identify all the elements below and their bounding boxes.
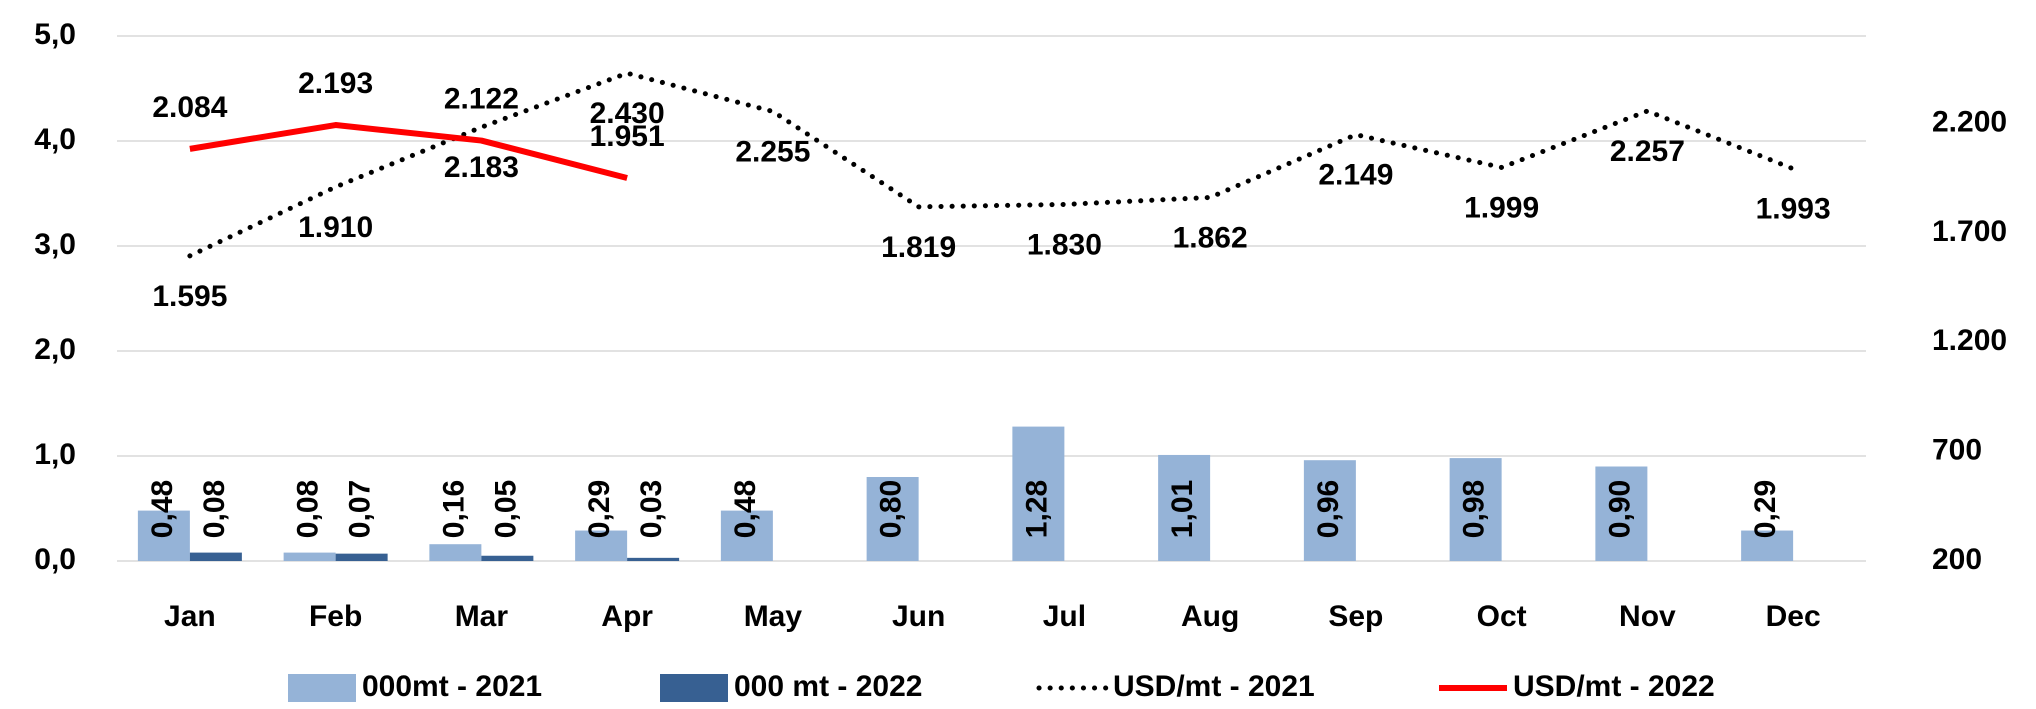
bar-value-label: 0,29 bbox=[1749, 480, 1782, 538]
y2-tick-label: 700 bbox=[1932, 434, 1982, 467]
bar-value-label: 0,80 bbox=[875, 480, 908, 538]
bar bbox=[866, 477, 919, 561]
legend-swatch bbox=[660, 674, 728, 702]
y-tick-label: 0,0 bbox=[34, 543, 76, 576]
legend-swatch bbox=[288, 674, 356, 702]
x-tick-label: Jun bbox=[892, 600, 945, 633]
line-value-label: 1.595 bbox=[152, 280, 227, 313]
bar-value-label: 0,90 bbox=[1603, 480, 1636, 538]
line-value-label: 1.951 bbox=[590, 120, 665, 153]
bar-value-label: 0,98 bbox=[1458, 480, 1491, 538]
bar bbox=[429, 544, 482, 561]
bar bbox=[481, 555, 534, 561]
bar-value-label: 0,05 bbox=[489, 480, 522, 538]
x-tick-label: Apr bbox=[601, 600, 653, 633]
x-tick-label: Sep bbox=[1328, 600, 1383, 633]
line-value-label: 2.183 bbox=[444, 151, 519, 184]
bar bbox=[283, 552, 336, 561]
bar-value-label: 0,96 bbox=[1312, 480, 1345, 538]
line-value-label: 2.257 bbox=[1610, 135, 1685, 168]
bar-value-label: 1,01 bbox=[1166, 480, 1199, 538]
bar bbox=[1012, 426, 1065, 561]
line-value-label: 2.255 bbox=[735, 135, 810, 168]
bar bbox=[627, 557, 680, 561]
y-tick-label: 1,0 bbox=[34, 438, 76, 471]
y2-tick-label: 200 bbox=[1932, 543, 1982, 576]
bar-value-label: 0,48 bbox=[146, 480, 179, 538]
line-value-label: 2.084 bbox=[152, 91, 227, 124]
bar-value-label: 1,28 bbox=[1020, 480, 1053, 538]
bar-value-label: 0,08 bbox=[292, 480, 325, 538]
bar bbox=[1158, 454, 1211, 561]
x-tick-label: Nov bbox=[1619, 600, 1676, 633]
y-tick-label: 4,0 bbox=[34, 123, 76, 156]
legend-label: 000 mt - 2022 bbox=[734, 670, 922, 703]
legend-label: USD/mt - 2022 bbox=[1513, 670, 1715, 703]
x-tick-label: Mar bbox=[455, 600, 509, 633]
bar bbox=[335, 553, 388, 561]
y2-tick-label: 1.700 bbox=[1932, 215, 2007, 248]
x-tick-label: Jan bbox=[164, 600, 216, 633]
line-value-label: 2.122 bbox=[444, 82, 519, 115]
bar bbox=[575, 530, 628, 561]
bar bbox=[720, 510, 773, 561]
x-tick-label: Oct bbox=[1477, 600, 1527, 633]
bar-value-label: 0,29 bbox=[583, 480, 616, 538]
y-tick-label: 2,0 bbox=[34, 333, 76, 366]
legend-label: 000mt - 2021 bbox=[362, 670, 542, 703]
line bbox=[189, 122, 628, 181]
line-value-label: 2.193 bbox=[298, 67, 373, 100]
bar-value-label: 0,16 bbox=[437, 480, 470, 538]
bar bbox=[137, 510, 190, 561]
bar bbox=[1595, 466, 1648, 561]
x-tick-label: May bbox=[744, 600, 803, 633]
bar-value-label: 0,48 bbox=[729, 480, 762, 538]
line-value-label: 1.830 bbox=[1027, 228, 1102, 261]
bar bbox=[1449, 458, 1502, 561]
line-value-label: 1.910 bbox=[298, 211, 373, 244]
line-value-label: 1.999 bbox=[1464, 191, 1539, 224]
x-tick-label: Feb bbox=[309, 600, 362, 633]
line-value-label: 2.149 bbox=[1318, 159, 1393, 192]
line-value-label: 1.819 bbox=[881, 231, 956, 264]
bar bbox=[189, 552, 242, 561]
y-tick-label: 5,0 bbox=[34, 18, 76, 51]
bar bbox=[1303, 460, 1356, 561]
bar-value-label: 0,03 bbox=[635, 480, 668, 538]
y2-tick-label: 1.200 bbox=[1932, 324, 2007, 357]
y2-tick-label: 2.200 bbox=[1932, 105, 2007, 138]
x-tick-label: Dec bbox=[1766, 600, 1821, 633]
x-tick-label: Jul bbox=[1043, 600, 1086, 633]
y-tick-label: 3,0 bbox=[34, 228, 76, 261]
line-value-label: 1.993 bbox=[1756, 193, 1831, 226]
line-value-label: 2.430 bbox=[590, 97, 665, 130]
line-value-label: 1.862 bbox=[1173, 221, 1248, 254]
bar-value-label: 0,07 bbox=[344, 480, 377, 538]
bar-value-label: 0,08 bbox=[198, 480, 231, 538]
line bbox=[187, 70, 1796, 259]
x-tick-label: Aug bbox=[1181, 600, 1239, 633]
bar bbox=[1741, 530, 1794, 561]
legend-label: USD/mt - 2021 bbox=[1113, 670, 1315, 703]
